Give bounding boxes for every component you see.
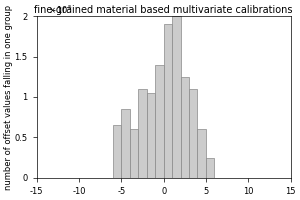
Bar bbox=[189, 89, 197, 178]
Bar bbox=[121, 109, 130, 178]
Bar bbox=[130, 129, 138, 178]
Bar bbox=[172, 16, 181, 178]
Text: $\times\,10^5$: $\times\,10^5$ bbox=[48, 4, 72, 16]
Y-axis label: number of offset values falling in one group: number of offset values falling in one g… bbox=[4, 4, 13, 190]
Bar bbox=[113, 125, 121, 178]
Bar bbox=[155, 65, 164, 178]
Bar bbox=[181, 77, 189, 178]
Title: fine-grained material based multivariate calibrations: fine-grained material based multivariate… bbox=[34, 5, 293, 15]
Bar bbox=[164, 24, 172, 178]
Bar bbox=[147, 93, 155, 178]
Bar bbox=[206, 158, 214, 178]
Bar bbox=[197, 129, 206, 178]
Bar bbox=[138, 89, 147, 178]
